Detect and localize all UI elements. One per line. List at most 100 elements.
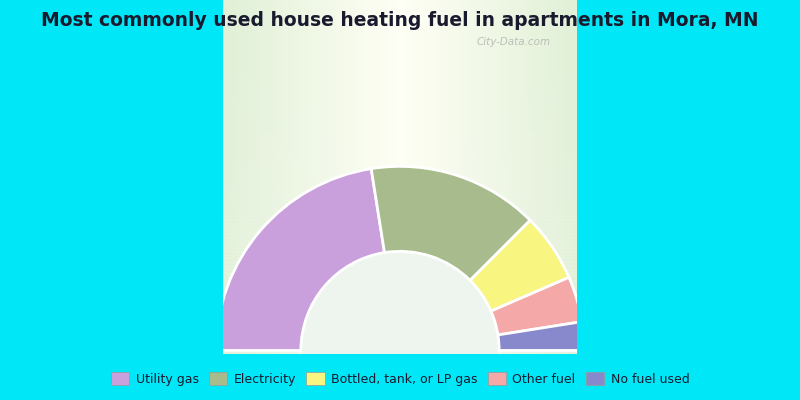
- Bar: [410, 0, 414, 354]
- Bar: [223, 223, 577, 226]
- Bar: [223, 333, 577, 336]
- Bar: [223, 272, 577, 276]
- Bar: [223, 191, 577, 195]
- Bar: [223, 18, 577, 21]
- Bar: [350, 0, 354, 354]
- Bar: [230, 0, 234, 354]
- Wedge shape: [216, 169, 385, 350]
- Bar: [336, 0, 340, 354]
- Bar: [223, 312, 577, 315]
- Bar: [223, 120, 577, 124]
- Bar: [223, 220, 577, 223]
- Bar: [223, 180, 577, 184]
- Bar: [223, 283, 577, 287]
- Bar: [566, 0, 570, 354]
- Bar: [223, 134, 577, 138]
- Bar: [386, 0, 390, 354]
- Bar: [223, 0, 226, 354]
- Bar: [506, 0, 510, 354]
- Bar: [223, 71, 577, 74]
- Bar: [432, 0, 435, 354]
- Legend: Utility gas, Electricity, Bottled, tank, or LP gas, Other fuel, No fuel used: Utility gas, Electricity, Bottled, tank,…: [106, 368, 694, 391]
- Bar: [223, 46, 577, 50]
- Bar: [223, 32, 577, 35]
- Circle shape: [301, 251, 499, 400]
- Bar: [223, 343, 577, 347]
- Wedge shape: [371, 166, 530, 280]
- Bar: [286, 0, 290, 354]
- Bar: [223, 67, 577, 71]
- Bar: [223, 50, 577, 53]
- Bar: [457, 0, 460, 354]
- Bar: [223, 82, 577, 85]
- Bar: [223, 297, 577, 301]
- Bar: [223, 226, 577, 230]
- Bar: [223, 287, 577, 290]
- Bar: [223, 216, 577, 220]
- Bar: [223, 255, 577, 258]
- Bar: [563, 0, 566, 354]
- Bar: [390, 0, 393, 354]
- Bar: [570, 0, 574, 354]
- Bar: [223, 184, 577, 188]
- Bar: [439, 0, 442, 354]
- Bar: [502, 0, 506, 354]
- Bar: [414, 0, 418, 354]
- Bar: [223, 0, 577, 4]
- Bar: [305, 0, 308, 354]
- Bar: [223, 205, 577, 209]
- Bar: [298, 0, 301, 354]
- Bar: [549, 0, 552, 354]
- Bar: [400, 0, 403, 354]
- Bar: [545, 0, 549, 354]
- Bar: [485, 0, 489, 354]
- Bar: [223, 110, 577, 113]
- Bar: [223, 159, 577, 163]
- Bar: [223, 262, 577, 266]
- Bar: [499, 0, 502, 354]
- Bar: [223, 202, 577, 205]
- Bar: [223, 269, 577, 272]
- Bar: [248, 0, 251, 354]
- Bar: [223, 7, 577, 11]
- Bar: [326, 0, 330, 354]
- Bar: [425, 0, 428, 354]
- Bar: [223, 304, 577, 308]
- Bar: [531, 0, 534, 354]
- Bar: [474, 0, 478, 354]
- Bar: [223, 212, 577, 216]
- Bar: [223, 290, 577, 294]
- Bar: [276, 0, 280, 354]
- Bar: [241, 0, 244, 354]
- Bar: [290, 0, 294, 354]
- Bar: [223, 294, 577, 297]
- Bar: [347, 0, 350, 354]
- Bar: [322, 0, 326, 354]
- Bar: [318, 0, 322, 354]
- Bar: [478, 0, 482, 354]
- Bar: [294, 0, 298, 354]
- Bar: [343, 0, 347, 354]
- Bar: [552, 0, 556, 354]
- Bar: [470, 0, 474, 354]
- Bar: [223, 78, 577, 82]
- Bar: [223, 57, 577, 60]
- Bar: [223, 347, 577, 350]
- Bar: [315, 0, 318, 354]
- Bar: [223, 124, 577, 128]
- Bar: [453, 0, 457, 354]
- Bar: [223, 88, 577, 92]
- Bar: [223, 92, 577, 96]
- Bar: [223, 28, 577, 32]
- Bar: [397, 0, 400, 354]
- Bar: [223, 315, 577, 318]
- Bar: [223, 276, 577, 280]
- Bar: [223, 131, 577, 134]
- Wedge shape: [470, 220, 569, 311]
- Bar: [269, 0, 273, 354]
- Bar: [223, 230, 577, 234]
- Bar: [442, 0, 446, 354]
- Bar: [226, 0, 230, 354]
- Bar: [301, 0, 305, 354]
- Bar: [358, 0, 361, 354]
